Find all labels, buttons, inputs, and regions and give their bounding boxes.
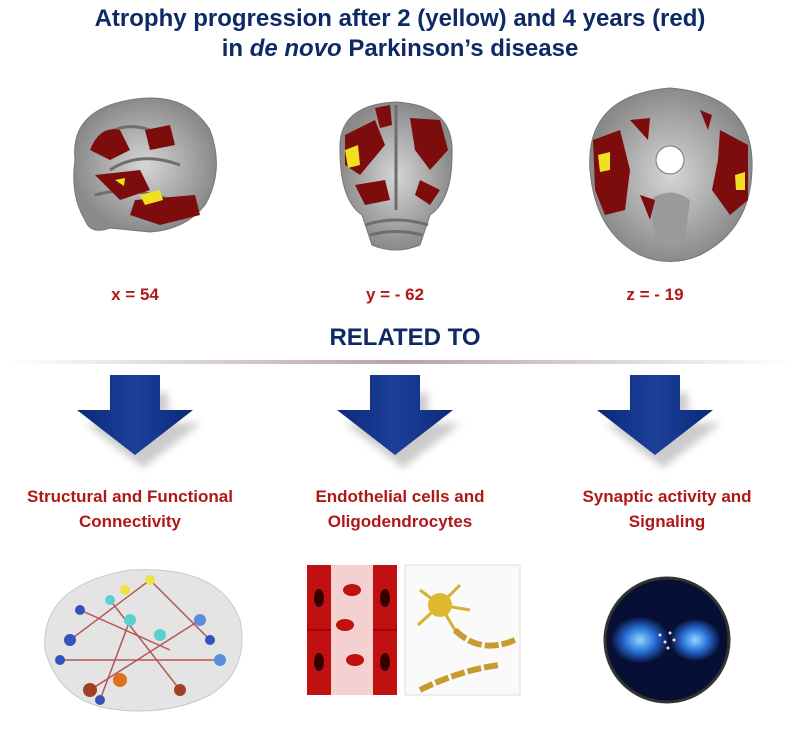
column-label: Synaptic activity and: [582, 487, 751, 506]
shape: [99, 619, 131, 701]
shape: [336, 619, 354, 631]
shape: [113, 673, 127, 687]
shape: [314, 653, 324, 671]
shape: [610, 616, 670, 664]
shape: [655, 145, 685, 175]
shape: [64, 634, 76, 646]
shape: [346, 654, 364, 666]
slice-label: y = - 62: [366, 285, 424, 304]
title-italic: de novo: [250, 35, 342, 62]
shape: [115, 178, 163, 205]
title-part: Parkinson’s disease: [342, 35, 579, 62]
separator: [8, 360, 792, 364]
shape: [124, 614, 136, 626]
shape: [666, 646, 670, 650]
shape: [75, 605, 85, 615]
shape: [214, 654, 226, 666]
shape: [149, 579, 211, 641]
title-part: in: [222, 35, 250, 62]
shape: [120, 585, 130, 595]
shape: [174, 684, 186, 696]
shape: [416, 583, 471, 631]
connectivity-brain: [44, 569, 243, 712]
shape: [105, 595, 115, 605]
shape: [663, 640, 667, 644]
shape: [650, 192, 690, 240]
shape: [44, 569, 243, 712]
brain-coronal: [339, 101, 453, 251]
shape: [669, 618, 721, 662]
shape: [380, 653, 390, 671]
shape: [418, 627, 517, 693]
slice-label: z = - 19: [626, 285, 683, 304]
column-label: Signaling: [629, 512, 706, 531]
group: [597, 375, 721, 468]
shape: [597, 375, 713, 455]
shape: [83, 683, 97, 697]
shape: [95, 695, 105, 705]
shape: [589, 87, 753, 262]
shape: [55, 655, 65, 665]
shape: [90, 125, 200, 225]
shape: [668, 631, 672, 635]
shape: [205, 635, 215, 645]
shape: [337, 375, 453, 455]
shape: [69, 579, 151, 641]
neuron-image: [404, 564, 521, 696]
column-label: Connectivity: [79, 512, 182, 531]
shape: [79, 609, 171, 651]
shape: [194, 614, 206, 626]
group: [337, 375, 461, 468]
brain-sagittal: [73, 97, 217, 233]
group: [658, 631, 676, 650]
group: [77, 375, 201, 468]
shape: [380, 589, 390, 607]
shape: [428, 593, 452, 617]
column-label: Oligodendrocytes: [328, 512, 473, 531]
shape: [109, 599, 181, 691]
shape: [345, 145, 360, 168]
shape: [345, 105, 448, 205]
shape: [77, 375, 193, 455]
shape: [154, 629, 166, 641]
brain-axial: [589, 87, 753, 262]
synapse-image: [603, 576, 731, 704]
shape: [343, 584, 361, 596]
shape: [145, 575, 155, 585]
arrows: [77, 375, 721, 468]
group: [55, 575, 226, 705]
shape: [314, 589, 324, 607]
column-label: Structural and Functional: [27, 487, 233, 506]
vessel-image: [307, 565, 397, 695]
title-line: in de novo Parkinson’s disease: [222, 35, 579, 62]
title-line: Atrophy progression after 2 (yellow) and…: [95, 5, 706, 32]
shape: [672, 638, 676, 642]
shape: [593, 110, 748, 220]
slice-label: x = 54: [111, 285, 159, 304]
related-heading: RELATED TO: [329, 324, 480, 351]
shape: [364, 105, 429, 237]
column-label: Endothelial cells and: [315, 487, 484, 506]
group: [60, 579, 220, 701]
shape: [658, 633, 662, 637]
